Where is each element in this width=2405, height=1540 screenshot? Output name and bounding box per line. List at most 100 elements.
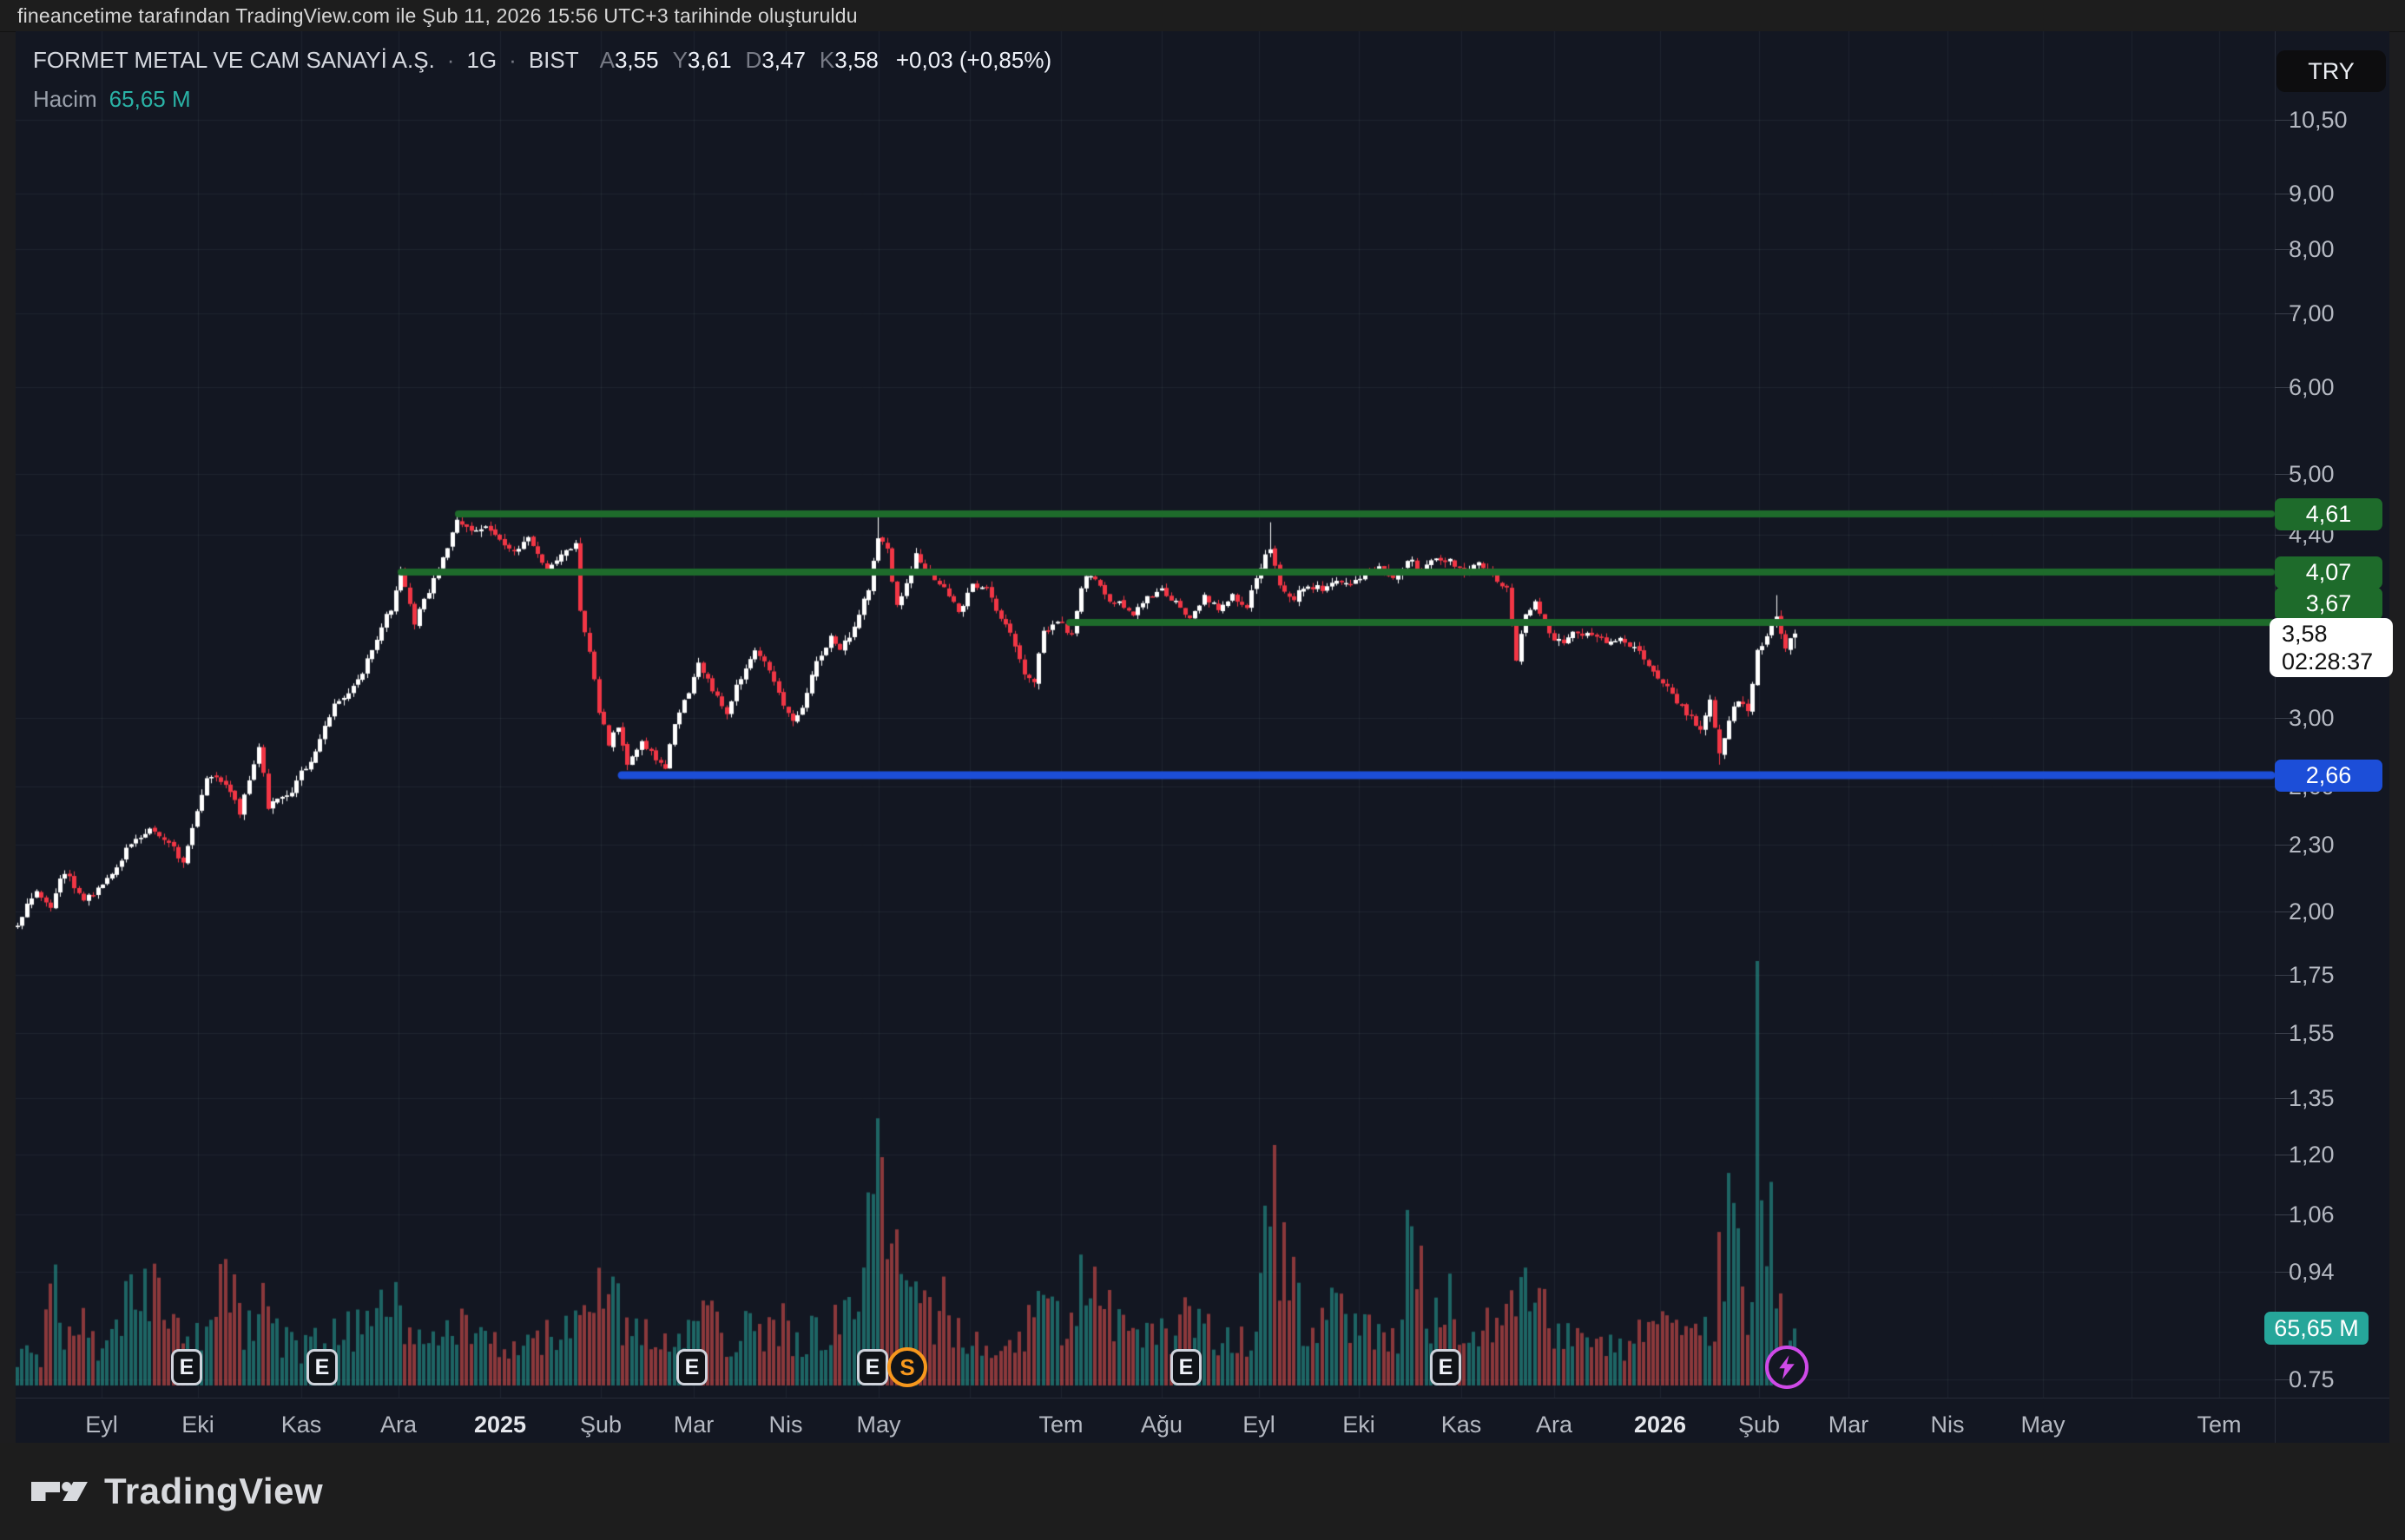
volume-value: 65,65 M: [109, 86, 191, 112]
volume-axis-badge: 65,65 M: [2264, 1312, 2369, 1345]
price-tick-mark: [2275, 313, 2294, 314]
last-price-value: 3,58: [2282, 621, 2328, 647]
legend-symbol-row: FORMET METAL VE CAM SANAYİ A.Ş. · 1G · B…: [33, 47, 1051, 74]
exchange-label: BIST: [528, 47, 579, 73]
symbol-title[interactable]: FORMET METAL VE CAM SANAYİ A.Ş.: [33, 47, 435, 73]
footer-bar: TradingView: [0, 1443, 2405, 1540]
time-tick-label: 2026: [1633, 1412, 1687, 1438]
price-tick-label: 7,00: [2289, 300, 2335, 326]
earnings-marker[interactable]: E: [171, 1349, 202, 1385]
time-tick-label: Ara: [379, 1412, 418, 1438]
price-tick-mark: [2275, 1033, 2294, 1034]
time-tick-label: Kas: [280, 1412, 322, 1438]
ohlc-key: A: [599, 47, 615, 73]
ohlc-key: K: [819, 47, 835, 73]
change-value: +0,03 (+0,85%): [895, 47, 1052, 73]
price-tick-label: 1,20: [2289, 1142, 2335, 1168]
price-tick-mark: [2275, 718, 2294, 719]
time-tick-label: Eyl: [85, 1412, 118, 1438]
ohlc-item: K3,58: [820, 47, 879, 74]
price-tick-label: 5,00: [2289, 461, 2335, 487]
ohlc-key: Y: [672, 47, 688, 73]
price-tick-label: 10,50: [2289, 107, 2348, 133]
price-axis-separator: [2275, 31, 2276, 1443]
price-tick-label: 1,55: [2289, 1020, 2335, 1046]
time-tick-label: Eyl: [1242, 1412, 1275, 1438]
time-tick-label: Ara: [1535, 1412, 1573, 1438]
price-tick-label: 1,75: [2289, 962, 2335, 988]
price-tick-label: 0.75: [2289, 1366, 2335, 1392]
volume-label[interactable]: Hacim: [33, 86, 97, 112]
split-marker[interactable]: S: [887, 1347, 927, 1387]
price-tick-mark: [2275, 120, 2294, 121]
time-tick-label: Kas: [1440, 1412, 1482, 1438]
legend-separator: ·: [446, 47, 455, 73]
currency-label: TRY: [2308, 57, 2355, 84]
interval-label[interactable]: 1G: [466, 47, 497, 73]
time-tick-label: 2025: [473, 1412, 527, 1438]
price-tick-label: 8,00: [2289, 236, 2335, 262]
price-tick-mark: [2275, 474, 2294, 475]
time-tick-label: Tem: [1038, 1412, 1084, 1438]
ohlc-item: D3,47: [746, 47, 806, 74]
price-tick-label: 0,94: [2289, 1259, 2335, 1285]
time-tick-label: Nis: [1930, 1412, 1965, 1438]
ohlc-value: 3,55: [614, 47, 659, 73]
price-tick-mark: [2275, 535, 2294, 536]
lightning-icon: [1779, 1355, 1795, 1379]
price-tick-label: 1,06: [2289, 1201, 2335, 1227]
earnings-marker[interactable]: E: [1170, 1349, 1202, 1385]
earnings-marker[interactable]: E: [857, 1349, 888, 1385]
legend-volume-row: Hacim 65,65 M: [33, 86, 1051, 113]
chart-widget: FORMET METAL VE CAM SANAYİ A.Ş. · 1G · B…: [16, 31, 2393, 1443]
level-price-badge: 3,67: [2275, 588, 2382, 620]
price-tick-mark: [2275, 1214, 2294, 1215]
currency-try-button[interactable]: TRY: [2277, 50, 2386, 92]
price-chart-canvas[interactable]: [16, 31, 2275, 1398]
price-tick-label: 1,35: [2289, 1085, 2335, 1111]
ohlc-item: A3,55: [600, 47, 659, 74]
level-price-badge: 2,66: [2275, 760, 2382, 792]
time-tick-label: Mar: [673, 1412, 715, 1438]
bar-countdown: 02:28:37: [2282, 648, 2374, 675]
price-tick-mark: [2275, 975, 2294, 976]
time-tick-label: Ağu: [1140, 1412, 1183, 1438]
price-tick-label: 2,00: [2289, 898, 2335, 925]
time-tick-label: Şub: [579, 1412, 623, 1438]
time-tick-label: Nis: [768, 1412, 803, 1438]
time-tick-label: Tem: [2197, 1412, 2242, 1438]
earnings-marker[interactable]: E: [306, 1349, 338, 1385]
price-tick-mark: [2275, 1272, 2294, 1273]
price-tick-mark: [2275, 1379, 2294, 1380]
ohlc-values: A3,55 Y3,61 D3,47 K3,58: [600, 47, 879, 74]
flash-event-marker[interactable]: [1765, 1346, 1809, 1389]
last-price-tooltip: 3,58 02:28:37: [2270, 618, 2393, 677]
time-tick-label: May: [856, 1412, 901, 1438]
ohlc-value: 3,47: [761, 47, 806, 73]
time-tick-label: Eki: [1342, 1412, 1375, 1438]
attribution-text: fineancetime tarafından TradingView.com …: [17, 3, 858, 27]
price-tick-label: 6,00: [2289, 374, 2335, 400]
time-axis-separator: [16, 1398, 2389, 1399]
tradingview-logo-icon: [31, 1482, 88, 1501]
ohlc-key: D: [745, 47, 762, 73]
ohlc-value: 3,58: [834, 47, 879, 73]
price-tick-label: 2,30: [2289, 832, 2335, 858]
time-tick-label: Şub: [1737, 1412, 1781, 1438]
earnings-marker[interactable]: E: [1430, 1349, 1461, 1385]
attribution-bar: fineancetime tarafından TradingView.com …: [0, 0, 2405, 32]
earnings-marker[interactable]: E: [676, 1349, 708, 1385]
level-price-badge: 4,61: [2275, 498, 2382, 530]
time-tick-label: Eki: [181, 1412, 214, 1438]
price-tick-mark: [2275, 1098, 2294, 1099]
ohlc-value: 3,61: [687, 47, 732, 73]
price-tick-mark: [2275, 249, 2294, 250]
level-price-badge: 4,07: [2275, 556, 2382, 589]
chart-legend: FORMET METAL VE CAM SANAYİ A.Ş. · 1G · B…: [33, 47, 1051, 113]
price-tick-label: 3,00: [2289, 705, 2335, 731]
price-tick-mark: [2275, 845, 2294, 846]
time-tick-label: May: [2020, 1412, 2066, 1438]
price-tick-mark: [2275, 911, 2294, 912]
tradingview-logo[interactable]: TradingView: [31, 1471, 323, 1512]
